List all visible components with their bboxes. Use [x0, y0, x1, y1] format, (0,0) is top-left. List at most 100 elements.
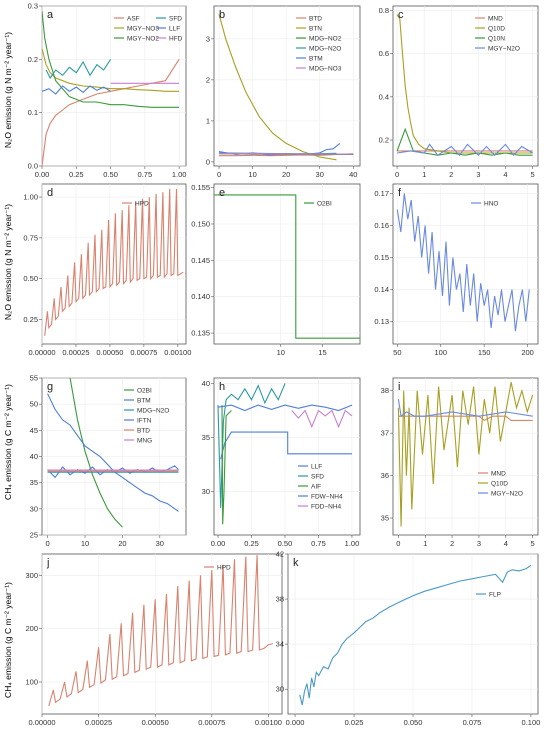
x-tick-label-b: 40 — [349, 170, 357, 179]
x-tick-label-a: 0.25 — [69, 170, 84, 179]
legend-label-c: Q10N — [488, 36, 505, 43]
x-tick-label-e: 15 — [318, 348, 326, 357]
panel-letter-a: a — [47, 9, 54, 21]
y-tick-label-g: 45 — [30, 426, 38, 435]
panel-h: 0.00 0.25 0.50 0.75 1.00 30 35 40 h LLF SFD AIF FDW−… — [202, 377, 361, 548]
series-line-i-mnd — [398, 415, 533, 422]
y-tick-label-h: 35 — [202, 433, 210, 442]
x-tick-label-d: 0.00000 — [28, 348, 55, 357]
series-line-c-q10d — [396, 14, 533, 154]
panel-d: 0.00000 0.00025 0.00050 0.00075 0.00100 0.25 0… — [23, 183, 191, 357]
x-tick-label-h: 0.00 — [211, 539, 226, 548]
x-tick-label-b: 0 — [217, 170, 221, 179]
panel-letter-b: b — [219, 9, 225, 21]
series-line-i-q10d — [397, 382, 534, 527]
x-tick-label-f: 150 — [478, 348, 491, 357]
series-line-i-mgyn2o — [397, 399, 533, 418]
x-tick-label-i: 2 — [450, 539, 454, 548]
x-tick-label-g: 0 — [46, 539, 50, 548]
x-tick-label-d: 0.00050 — [96, 348, 123, 357]
x-tick-label-d: 0.00075 — [130, 348, 157, 357]
y-tick-label-d: 1.00 — [23, 193, 38, 202]
y-tick-label-e: 0.145 — [191, 256, 210, 265]
x-tick-label-j: 0.00000 — [28, 718, 55, 727]
series-line-d-hpd — [44, 188, 184, 336]
x-tick-label-d: 0.00025 — [62, 348, 89, 357]
y-tick-label-i: 36 — [381, 471, 389, 480]
y-tick-label-f: 0.16 — [374, 221, 389, 230]
legend-label-h: FDW−NH4 — [311, 494, 343, 501]
panel-letter-h: h — [219, 381, 225, 393]
y-tick-label-g: 25 — [30, 531, 38, 540]
y-tick-label-f: 0.14 — [374, 285, 389, 294]
y-tick-label-b: 3 — [206, 34, 210, 43]
y-tick-label-h: 30 — [202, 487, 210, 496]
series-line-h-llf — [220, 431, 352, 460]
y-tick-label-c: 0.4 — [379, 92, 389, 101]
y-tick-label-k: 34 — [276, 640, 284, 649]
legend-label-h: FDD−NH4 — [311, 504, 342, 511]
panel-i: 0 1 2 3 4 5 35 36 37 38 i MND Q10D MGY−N2O — [381, 377, 539, 548]
y-tick-label-e: 0.135 — [191, 329, 210, 338]
y-tick-label-c: 0.6 — [379, 49, 389, 58]
x-tick-label-g: 10 — [81, 539, 89, 548]
x-tick-label-k: 0.075 — [463, 718, 482, 727]
plot-frame-i — [392, 377, 539, 536]
legend-label-g: BTM — [137, 398, 151, 405]
y-tick-label-f: 0.17 — [374, 189, 389, 198]
series-line-a-mgyno2 — [42, 11, 180, 108]
legend-label-h: AIF — [311, 484, 321, 491]
panel-g: 0 10 20 30 25 30 35 40 45 50 55 g O2BI BTM MDG−N2O IFTN… — [30, 374, 187, 548]
x-tick-label-i: 5 — [531, 539, 535, 548]
y-tick-label-a: 0.2 — [28, 55, 38, 64]
x-tick-label-h: 0.25 — [244, 539, 259, 548]
legend-label-h: LLF — [311, 464, 322, 471]
series-line-h-aif — [221, 405, 232, 525]
legend-label-g: IFTN — [137, 418, 152, 425]
x-tick-label-j: 0.00075 — [198, 718, 225, 727]
legend-label-f: HNO — [484, 201, 498, 208]
plot-frame-c — [392, 5, 539, 167]
x-tick-label-c: 5 — [530, 170, 534, 179]
plot-frame-a — [41, 5, 187, 167]
panel-letter-c: c — [398, 9, 404, 21]
y-tick-label-a: 0.1 — [28, 108, 38, 117]
y-tick-label-d: 0.25 — [23, 315, 38, 324]
panel-e: 10 15 0.135 0.140 0.145 0.150 0.155 e O2BI — [191, 183, 361, 357]
legend-label-c: MGY−N2O — [488, 46, 520, 53]
series-line-g-iftn — [47, 465, 179, 479]
panel-b: 0 10 20 30 40 0 1 2 3 b BTD BTN MDG−NO2 MDG−N2O BTM MDG… — [206, 5, 361, 179]
x-tick-label-c: 3 — [476, 170, 480, 179]
legend-label-g: BTD — [137, 428, 150, 435]
series-line-e-o2bi — [214, 194, 360, 339]
y-tick-label-k: 30 — [276, 685, 284, 694]
y-tick-label-i: 35 — [381, 514, 389, 523]
y-tick-label-b: 0 — [206, 157, 210, 166]
legend-label-b: BTM — [309, 56, 323, 63]
x-tick-label-j: 0.00100 — [255, 718, 282, 727]
y-tick-label-j: 200 — [25, 624, 38, 633]
x-tick-label-i: 1 — [423, 539, 427, 548]
series-line-h-fddnh4 — [291, 409, 353, 429]
legend-label-e: O2BI — [317, 201, 332, 208]
y-tick-label-k: 42 — [276, 550, 284, 559]
series-line-a-llf — [42, 85, 111, 95]
series-line-a-sfd — [45, 59, 112, 80]
x-tick-label-c: 1 — [422, 170, 426, 179]
y-tick-label-g: 40 — [30, 452, 38, 461]
plot-frame-b — [213, 5, 361, 167]
legend-label-b: BTN — [309, 26, 322, 33]
legend-label-d: HPD — [135, 201, 149, 208]
x-tick-label-k: 0.050 — [404, 718, 423, 727]
plot-frame-e — [213, 183, 361, 345]
legend-label-b: MDG−N2O — [309, 46, 341, 53]
panel-a: 0.00 0.25 0.50 0.75 1.00 0.0 0.1 0.2 0.3 a ASF MGY−… — [28, 2, 187, 180]
y-tick-label-f: 0.15 — [374, 253, 389, 262]
x-tick-label-c: 2 — [449, 170, 453, 179]
x-tick-label-h: 1.00 — [345, 539, 360, 548]
panel-letter-i: i — [398, 381, 400, 393]
series-line-f-hno — [396, 193, 530, 332]
y-tick-label-g: 35 — [30, 478, 38, 487]
legend-label-j: HPD — [217, 565, 231, 572]
